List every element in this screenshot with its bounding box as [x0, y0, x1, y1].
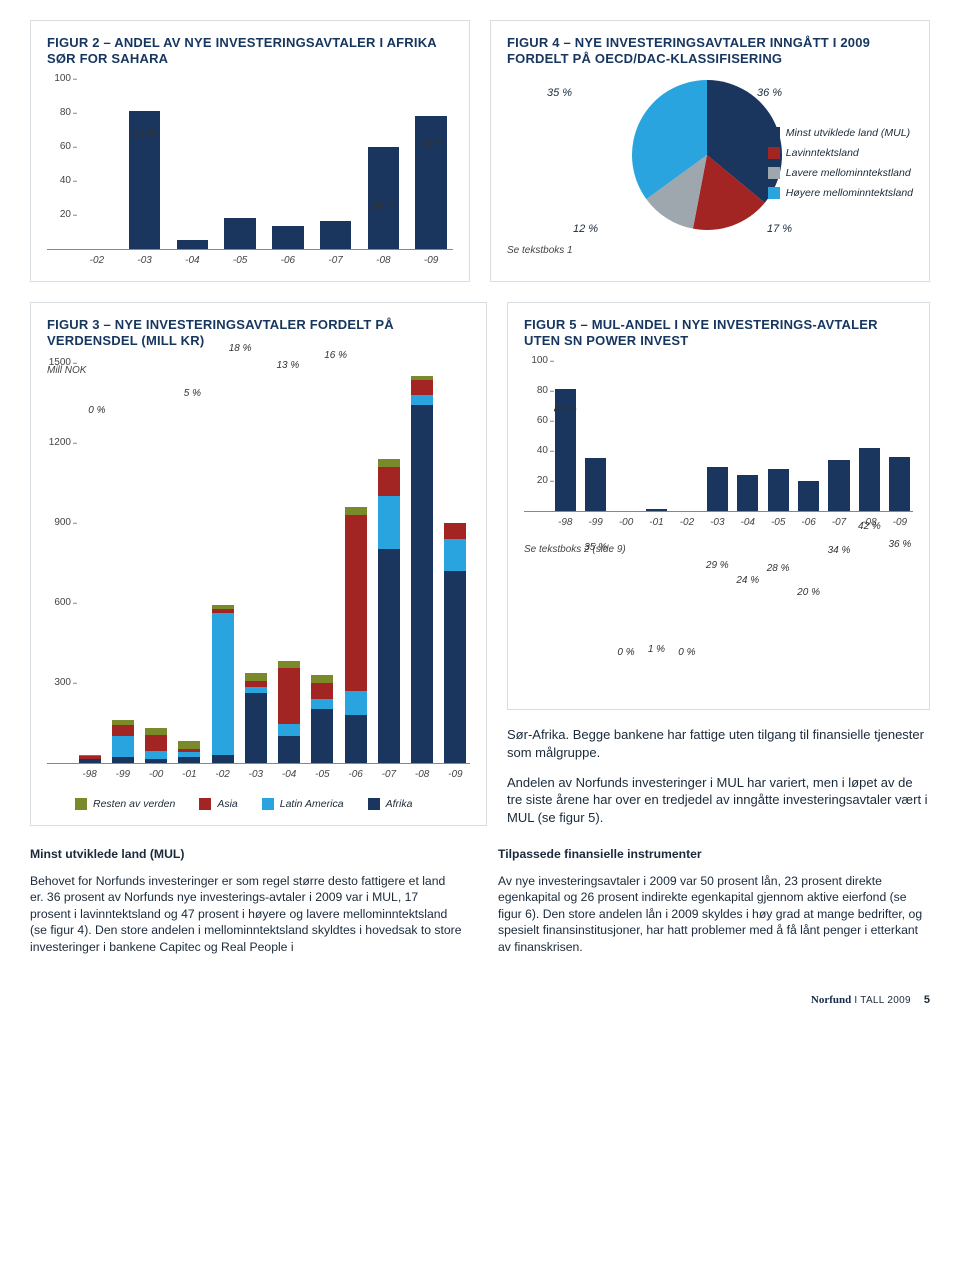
fig5-footnote: Se tekstboks 2 (side 9) [524, 543, 913, 557]
right-subhead: Tilpassede finansielle instrumenter [498, 847, 702, 861]
pie-label-35: 35 % [547, 86, 572, 101]
right-text-upper: Sør-Afrika. Begge bankene har fattige ut… [507, 726, 930, 826]
para-andel-mul: Andelen av Norfunds investeringer i MUL … [507, 774, 930, 827]
left-para: Behovet for Norfunds investeringer er so… [30, 873, 462, 955]
legend-mul: Minst utviklede land (MUL) [786, 126, 910, 140]
legend-lmel: Lavere mellominntekstland [786, 166, 911, 180]
col-left: Minst utviklede land (MUL) Behovet for N… [30, 846, 462, 965]
right-para: Av nye investeringsavtaler i 2009 var 50… [498, 873, 930, 955]
legend-lav: Lavinntektsland [786, 146, 859, 160]
pie-label-17: 17 % [767, 222, 792, 237]
footer-page: 5 [924, 994, 930, 1006]
panel-fig4: FIGUR 4 – NYE INVESTERINGSAVTALER INNGÅT… [490, 20, 930, 282]
panel-fig2: FIGUR 2 – ANDEL AV NYE INVESTERINGSAVTAL… [30, 20, 470, 282]
swatch-mul [768, 127, 780, 139]
fig5-title: FIGUR 5 – MUL-ANDEL I NYE INVESTERINGS-A… [524, 317, 913, 350]
swatch-hmel [768, 187, 780, 199]
fig3-legend: Resten av verdenAsiaLatin AmericaAfrika [47, 797, 470, 811]
fig4-pie [632, 80, 782, 230]
fig3-title: FIGUR 3 – NYE INVESTERINGSAVTALER FORDEL… [47, 317, 470, 350]
fig4-title: FIGUR 4 – NYE INVESTERINGSAVTALER INNGÅT… [507, 35, 913, 68]
left-subhead: Minst utviklede land (MUL) [30, 847, 184, 861]
fig3-chart: Mill NOK 15001200900600300 -98-99-00-01-… [47, 364, 470, 812]
fig4-body: 35 % 36 % 17 % 12 % Minst utviklede land… [507, 80, 913, 230]
para-sor-afrika: Sør-Afrika. Begge bankene har fattige ut… [507, 726, 930, 761]
col-right: Tilpassede finansielle instrumenter Av n… [498, 846, 930, 965]
fig2-title: FIGUR 2 – ANDEL AV NYE INVESTERINGSAVTAL… [47, 35, 453, 68]
pie-label-36: 36 % [757, 86, 782, 101]
swatch-lav [768, 147, 780, 159]
legend-hmel: Høyere mellominntektsland [786, 186, 913, 200]
footer-product: I TALL 2009 [854, 995, 911, 1006]
panel-fig3: FIGUR 3 – NYE INVESTERINGSAVTALER FORDEL… [30, 302, 487, 826]
fig2-chart: 10080604020 0 %81 %5 %18 %13 %16 %60 %78… [47, 80, 453, 268]
fig4-legend: Minst utviklede land (MUL) Lavinntektsla… [768, 126, 913, 201]
pie-label-12: 12 % [573, 222, 598, 237]
footer-brand: Norfund [811, 994, 851, 1006]
page-footer: Norfund I TALL 2009 5 [30, 993, 930, 1008]
panel-fig5: FIGUR 5 – MUL-ANDEL I NYE INVESTERINGS-A… [507, 302, 930, 710]
swatch-lmel [768, 167, 780, 179]
fig5-chart: 10080604020 81 %35 %0 %1 %0 %29 %24 %28 … [524, 362, 913, 530]
fig4-footnote: Se tekstboks 1 [507, 244, 913, 258]
